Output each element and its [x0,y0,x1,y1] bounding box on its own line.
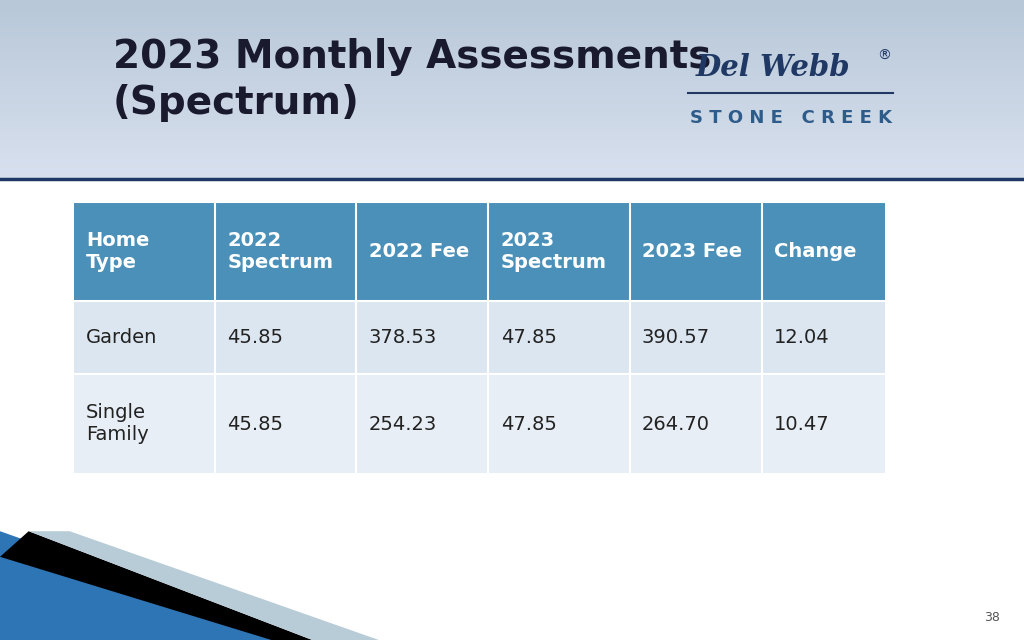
Bar [356,202,488,301]
Bar [0,35,1024,40]
Bar [0,28,1024,32]
Bar [0,135,1024,140]
Bar [0,120,1024,125]
Bar [0,0,1024,4]
Bar [0,3,1024,7]
Bar [0,156,1024,161]
Bar [0,20,1024,25]
Text: 47.85: 47.85 [501,328,557,347]
Bar [762,374,885,474]
Text: 2023 Fee: 2023 Fee [642,242,742,260]
Text: Change: Change [774,242,857,260]
Polygon shape [0,531,307,640]
Bar [0,31,1024,36]
Bar [0,45,1024,50]
Bar [0,92,1024,97]
Bar [0,56,1024,61]
Bar [0,138,1024,143]
Bar [0,149,1024,154]
Bar [0,24,1024,29]
Bar [0,142,1024,147]
Text: 45.85: 45.85 [227,415,284,433]
Bar [356,374,488,474]
Bar [215,301,356,374]
Bar [0,160,1024,165]
Bar [215,374,356,474]
Bar [630,202,762,301]
Bar [0,84,1024,90]
Bar [0,153,1024,157]
Bar [0,6,1024,11]
Bar [0,70,1024,76]
Text: 2022
Spectrum: 2022 Spectrum [227,230,333,272]
Bar [74,301,215,374]
Bar [0,99,1024,104]
Text: 2022 Fee: 2022 Fee [369,242,469,260]
Bar [74,374,215,474]
Bar [0,63,1024,68]
Text: 47.85: 47.85 [501,415,557,433]
Bar [0,42,1024,47]
Bar [215,202,356,301]
Bar [488,202,630,301]
Text: 2023 Monthly Assessments
(Spectrum): 2023 Monthly Assessments (Spectrum) [113,38,711,122]
Text: 264.70: 264.70 [642,415,710,433]
Bar [0,164,1024,168]
Bar [0,88,1024,93]
Bar [0,49,1024,54]
Bar [0,167,1024,172]
Bar [0,10,1024,14]
Text: 38: 38 [984,611,1000,624]
Bar [762,301,885,374]
Bar [0,74,1024,79]
Bar [0,102,1024,108]
Text: Garden: Garden [86,328,158,347]
Bar [0,110,1024,115]
Bar [0,60,1024,65]
Bar [630,301,762,374]
Text: Single
Family: Single Family [86,403,148,445]
Bar [0,128,1024,132]
Text: 2023
Spectrum: 2023 Spectrum [501,230,606,272]
Text: 378.53: 378.53 [369,328,437,347]
Bar [0,131,1024,136]
Bar [0,146,1024,150]
Bar [0,81,1024,86]
Bar [0,106,1024,111]
Bar [0,113,1024,118]
Text: S T O N E   C R E E K: S T O N E C R E E K [689,109,892,127]
Polygon shape [29,531,379,640]
Bar [0,95,1024,100]
Bar [0,117,1024,122]
Bar [0,52,1024,58]
Bar [0,13,1024,18]
Text: 10.47: 10.47 [774,415,829,433]
Text: 12.04: 12.04 [774,328,829,347]
Text: 390.57: 390.57 [642,328,710,347]
Bar [762,202,885,301]
Bar [488,301,630,374]
Bar [0,179,1024,640]
Bar [0,17,1024,22]
Bar [356,301,488,374]
Bar [630,374,762,474]
Bar [0,38,1024,43]
Bar [0,174,1024,179]
Bar [74,202,215,301]
Text: ®: ® [877,49,891,63]
Polygon shape [0,531,312,640]
Bar [0,171,1024,175]
Bar [0,124,1024,129]
Bar [488,374,630,474]
Bar [0,67,1024,72]
Text: Home
Type: Home Type [86,230,150,272]
Text: 45.85: 45.85 [227,328,284,347]
Text: Del Webb: Del Webb [695,52,851,82]
Text: 254.23: 254.23 [369,415,437,433]
Bar [0,77,1024,83]
